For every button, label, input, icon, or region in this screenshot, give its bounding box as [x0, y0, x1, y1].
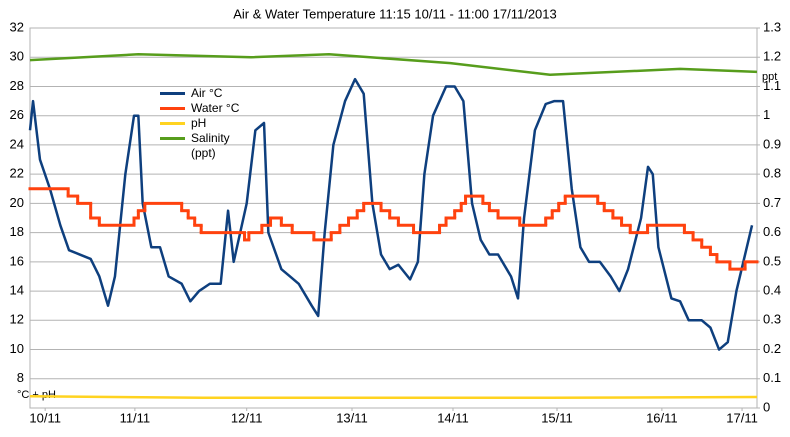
y-tick-label: 14	[10, 283, 24, 298]
y-tick-label: 28	[10, 78, 24, 93]
y2-axis-label: ppt	[762, 71, 777, 83]
y2-tick-label: 1.1	[763, 78, 781, 93]
x-tick-label: 15/11	[541, 410, 573, 425]
y2-tick-label: 0	[763, 399, 770, 414]
legend-swatch	[160, 92, 185, 95]
y-tick-label: 24	[10, 136, 24, 151]
y-tick-label: 26	[10, 107, 24, 122]
y-tick-label: 20	[10, 195, 24, 210]
legend-item: Air °C	[160, 86, 241, 101]
legend: Air °C Water °C pH Salinity (ppt)	[160, 86, 241, 161]
y2-tick-label: 0.5	[763, 253, 781, 268]
x-tick-label: 16/11	[646, 410, 678, 425]
legend-label: pH	[191, 116, 207, 130]
legend-item: Water °C	[160, 101, 241, 116]
x-tick-label: 10/11	[29, 410, 61, 425]
x-tick-label: 11/11	[120, 410, 151, 425]
series-line	[28, 77, 754, 351]
plot-border	[29, 27, 758, 409]
x-tick-label: 13/11	[336, 410, 368, 425]
y2-tick-label: 0.4	[763, 283, 781, 298]
legend-item: pH	[160, 116, 241, 131]
y2-tick-label: 0.8	[763, 166, 781, 181]
y-tick-label: 8	[17, 370, 24, 385]
y-axis-label: °C + pH	[17, 389, 56, 401]
legend-swatch	[160, 122, 185, 125]
y2-tick-label: 0.3	[763, 312, 781, 327]
y2-tick-label: 0.9	[763, 136, 781, 151]
legend-item: Salinity (ppt)	[160, 131, 241, 161]
x-tick-label: 14/11	[437, 410, 469, 425]
y-tick-label: 22	[10, 166, 24, 181]
y2-tick-label: 1.2	[763, 49, 781, 64]
legend-label: Salinity (ppt)	[191, 131, 230, 160]
y2-tick-label: 0.7	[763, 195, 781, 210]
step-riser	[66, 188, 747, 270]
y2-tick-label: 0.2	[763, 341, 781, 356]
y-tick-label: 30	[10, 49, 24, 64]
chart-title: Air & Water Temperature 11:15 10/11 - 11…	[233, 6, 557, 21]
series-line	[29, 53, 758, 77]
y-tick-label: 32	[10, 19, 24, 34]
legend-swatch	[160, 107, 185, 110]
y-tick-label: 18	[10, 224, 24, 239]
y2-tick-label: 0.6	[763, 224, 781, 239]
y2-tick-label: 1.3	[763, 19, 781, 34]
x-tick-label: 17/11	[726, 410, 758, 425]
y2-tick-label: 0.1	[763, 370, 781, 385]
y-tick-label: 16	[10, 253, 24, 268]
series-line	[29, 395, 758, 400]
x-tick-label: 12/11	[231, 410, 263, 425]
legend-label: Air °C	[191, 86, 223, 100]
y2-tick-label: 1	[763, 107, 770, 122]
legend-label: Water °C	[191, 101, 240, 115]
y-tick-label: 10	[10, 341, 24, 356]
legend-swatch	[160, 137, 185, 140]
y-tick-label: 12	[10, 312, 24, 327]
